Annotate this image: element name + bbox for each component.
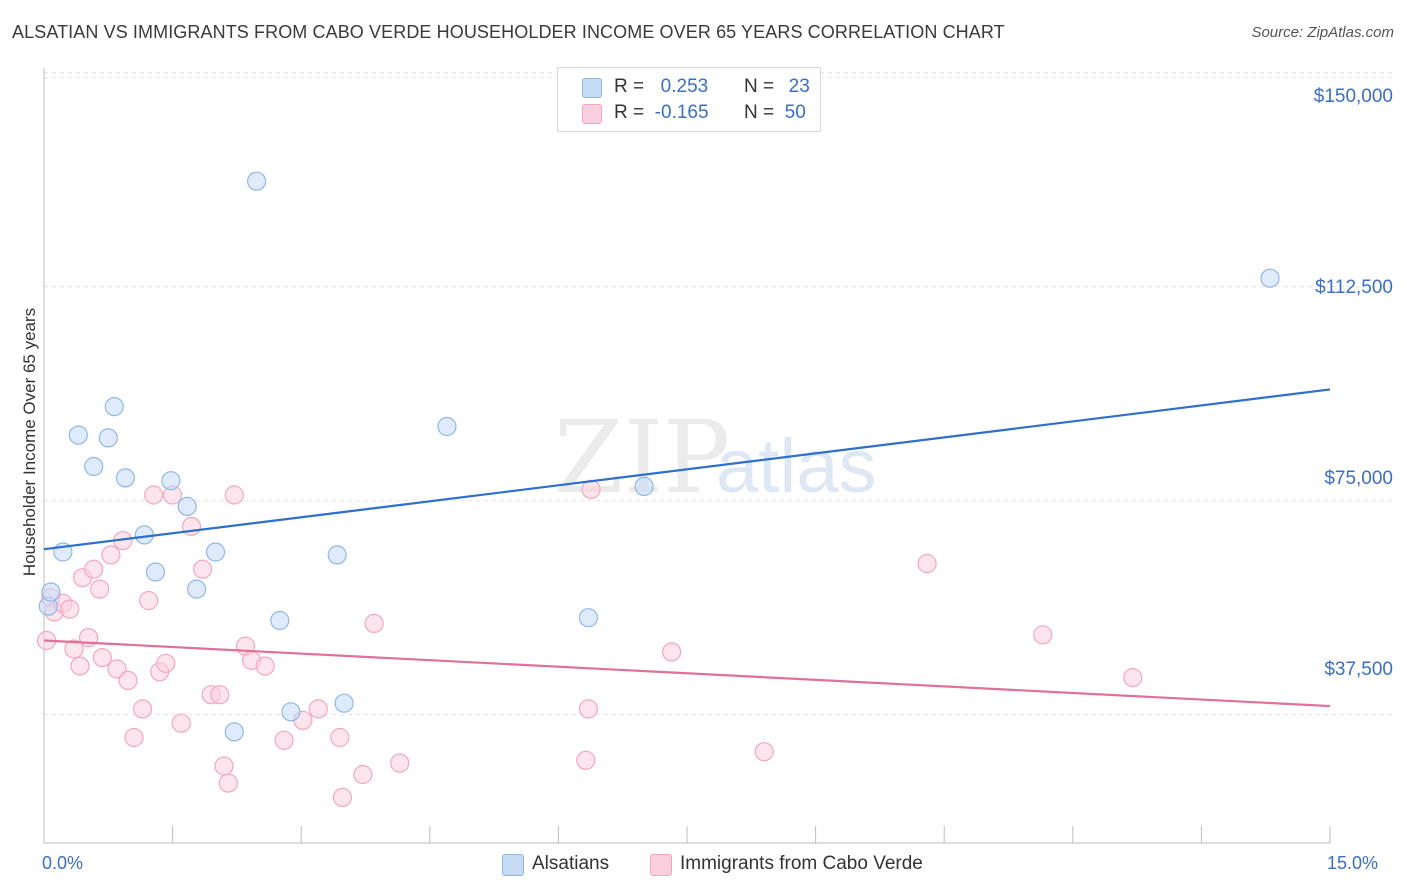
cabo-verde-point	[214, 756, 234, 776]
trend-lines	[43, 388, 1331, 708]
cabo-verde-point	[171, 713, 191, 733]
series-legend: Alsatians Immigrants from Cabo Verde	[0, 851, 1406, 879]
cabo-verde-point	[1123, 667, 1143, 688]
alsatians-point	[437, 416, 457, 437]
alsatians-point	[177, 496, 197, 516]
legend-r-value: -0.165	[654, 102, 709, 123]
cabo-verde-point	[144, 485, 164, 505]
cabo-verde-point	[364, 613, 384, 634]
legend-swatch-blue	[582, 78, 602, 98]
cabo-verde-point	[60, 599, 80, 619]
y-tick-label: $112,500	[1315, 277, 1393, 298]
alsatians-point	[98, 428, 118, 448]
cabo-verde-point	[92, 647, 112, 668]
legend-swatch-blue	[502, 854, 524, 876]
alsatians-point	[84, 456, 104, 477]
cabo-verde-point	[224, 485, 244, 505]
alsatians-point	[115, 468, 136, 488]
legend-n-value: 23	[788, 76, 810, 97]
cabo-verde-point	[330, 727, 350, 748]
cabo-verde-point	[90, 579, 110, 599]
alsatians-point	[41, 582, 61, 602]
alsatians-point	[68, 425, 88, 445]
alsatians-point	[187, 579, 207, 599]
legend-label-alsatians: Alsatians	[532, 853, 610, 874]
correlation-legend: R = 0.253 N = 23 R = -0.165 N = 50	[557, 67, 821, 132]
alsatians-point	[1260, 268, 1280, 288]
alsatians-point	[334, 693, 354, 713]
cabo-verde-point	[139, 590, 159, 611]
cabo-verde-point	[578, 699, 599, 719]
cabo-verde-point	[118, 670, 138, 691]
cabo-verde-point	[101, 545, 121, 565]
alsatians-point	[327, 545, 347, 565]
cabo-verde-point	[661, 642, 682, 662]
cabo-verde-point	[210, 685, 230, 705]
chart-title: ALSATIAN VS IMMIGRANTS FROM CABO VERDE H…	[12, 22, 1005, 42]
legend-swatch-pink	[650, 854, 672, 876]
alsatians-trend-line	[43, 388, 1331, 551]
cabo-verde-point	[133, 699, 153, 719]
alsatians-point	[270, 610, 290, 631]
alsatians-point	[224, 722, 244, 742]
cabo-verde-point	[156, 653, 176, 673]
series-alsatians-points	[38, 171, 1280, 742]
legend-r-value: 0.253	[660, 76, 709, 97]
alsatians-point	[161, 471, 181, 491]
grid-lines	[44, 72, 1395, 716]
cabo-verde-point	[124, 727, 144, 748]
cabo-verde-point	[64, 639, 84, 659]
cabo-verde-point	[255, 656, 275, 676]
legend-n-value: 50	[784, 102, 806, 123]
cabo-verde-point	[308, 699, 328, 719]
x-tick-label-max: 15.0%	[1327, 853, 1379, 873]
cabo-verde-point	[193, 559, 213, 579]
cabo-verde-point	[576, 750, 596, 770]
watermark-atlas: atlas	[716, 424, 877, 509]
legend-n-label: N =	[743, 76, 775, 97]
legend-n-label: N =	[743, 102, 775, 123]
alsatians-point	[145, 562, 166, 582]
alsatians-point	[247, 171, 267, 191]
cabo-verde-point	[84, 559, 104, 579]
watermark-zip: ZIP	[554, 399, 730, 516]
cabo-verde-point	[353, 764, 373, 785]
legend-swatch-pink	[582, 104, 602, 124]
axes	[43, 68, 1331, 844]
cabo-verde-point	[332, 787, 352, 808]
y-tick-label: $75,000	[1324, 468, 1393, 489]
alsatians-point	[578, 608, 599, 628]
legend-r-label: R =	[614, 76, 645, 97]
alsatians-point	[205, 542, 226, 562]
cabo-verde-point	[218, 773, 238, 793]
y-tick-label: $37,500	[1324, 659, 1393, 680]
cabo-verde-trend-line	[43, 639, 1331, 708]
cabo-verde-point	[754, 742, 774, 762]
cabo-verde-point	[1033, 625, 1053, 645]
legend-r-label: R =	[614, 102, 645, 123]
y-axis-title: Householder Income Over 65 years	[20, 307, 39, 577]
chart-source: Source: ZipAtlas.com	[1251, 24, 1394, 41]
cabo-verde-point	[390, 753, 410, 773]
cabo-verde-point	[274, 730, 294, 750]
alsatians-point	[634, 476, 654, 496]
x-tick-label-min: 0.0%	[42, 853, 84, 873]
y-tick-label: $150,000	[1313, 86, 1393, 107]
alsatians-point	[281, 702, 301, 722]
alsatians-point	[104, 397, 124, 417]
cabo-verde-point	[917, 553, 937, 574]
cabo-verde-point	[70, 656, 90, 676]
legend-label-cabo-verde: Immigrants from Cabo Verde	[680, 853, 923, 874]
